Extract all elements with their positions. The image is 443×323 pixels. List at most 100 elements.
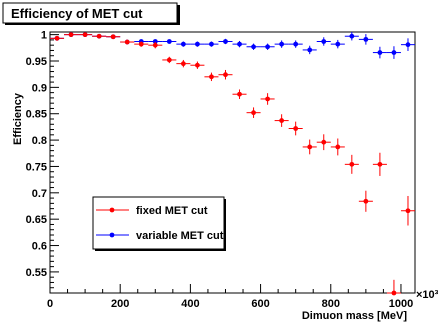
legend-marker-variable (109, 232, 115, 238)
data-point (372, 152, 387, 176)
x-tick-label: 800 (322, 298, 340, 310)
x-axis-title: Dimuon mass [MeV] (302, 310, 407, 322)
data-point (358, 34, 373, 45)
marker (166, 39, 172, 44)
data-point (134, 41, 149, 47)
data-point (330, 138, 345, 156)
data-point (344, 32, 359, 41)
data-point (316, 134, 331, 151)
data-point (400, 38, 415, 51)
data-point (78, 32, 93, 38)
marker (251, 110, 256, 116)
marker (124, 39, 130, 45)
data-point (64, 32, 79, 38)
x-tick-label: 1000 (389, 298, 413, 310)
marker (307, 47, 313, 53)
data-point (204, 41, 219, 47)
data-point (330, 39, 345, 49)
y-tick-label: 0.85 (26, 109, 47, 121)
data-point (288, 40, 303, 48)
y-tick-label: 0.95 (26, 56, 47, 68)
data-point (386, 46, 401, 59)
data-series (50, 32, 415, 296)
data-point (246, 43, 261, 50)
data-point (302, 45, 317, 55)
legend-marker-fixed (109, 207, 115, 213)
x-tick-label: 600 (251, 298, 269, 310)
marker (251, 44, 256, 50)
series-fixed (50, 32, 415, 296)
chart-title: Efficiency of MET cut (11, 6, 143, 21)
marker (293, 41, 299, 47)
marker (265, 96, 270, 102)
data-point (288, 121, 303, 136)
marker (377, 161, 383, 167)
data-point (190, 61, 205, 69)
marker (363, 198, 369, 204)
data-point (260, 43, 275, 50)
marker (138, 41, 144, 47)
marker (68, 32, 74, 38)
marker (391, 50, 397, 55)
data-point (232, 89, 247, 99)
x-tick-label: 200 (111, 298, 129, 310)
marker (335, 41, 341, 47)
marker (82, 32, 88, 38)
marker (223, 72, 228, 78)
data-point (218, 38, 233, 45)
data-point (246, 107, 261, 118)
plot-frame (49, 31, 416, 294)
legend-label-fixed: fixed MET cut (136, 205, 208, 217)
data-point (148, 42, 163, 49)
marker (166, 57, 172, 63)
data-point (372, 46, 387, 59)
marker (237, 91, 242, 97)
marker (391, 290, 397, 296)
marker (209, 74, 214, 80)
marker (405, 42, 411, 48)
marker (96, 33, 102, 39)
legend-entry-fixed: fixed MET cut (96, 205, 208, 217)
data-point (274, 114, 289, 127)
y-tick-label: 0.9 (32, 82, 47, 94)
marker (349, 33, 355, 39)
x-axis: 0 200 400 600 800 1000 (47, 284, 413, 310)
data-point (260, 93, 275, 105)
y-tick-label: 0.65 (26, 214, 47, 226)
marker (54, 35, 60, 41)
marker (307, 144, 313, 150)
marker (237, 41, 242, 47)
marker (279, 118, 285, 123)
data-point (176, 59, 191, 68)
data-point (358, 190, 373, 212)
marker (405, 208, 411, 214)
marker (180, 41, 186, 47)
y-tick-label: 0.55 (26, 267, 47, 279)
marker (363, 36, 369, 42)
x-tick-label: 400 (181, 298, 199, 310)
data-point (386, 279, 401, 296)
y-tick-label: 0.75 (26, 161, 47, 173)
x-tick-label: 0 (47, 298, 53, 310)
marker (293, 126, 299, 131)
data-point (204, 72, 219, 82)
marker (223, 39, 228, 44)
data-point (176, 41, 191, 47)
data-point (50, 35, 65, 41)
marker (110, 34, 116, 40)
y-tick-label: 0.6 (32, 241, 47, 253)
marker (195, 41, 200, 47)
data-point (218, 69, 233, 80)
marker (279, 41, 285, 47)
marker (349, 161, 355, 167)
marker (377, 50, 383, 55)
legend-entry-variable: variable MET cut (96, 230, 224, 242)
data-point (162, 56, 177, 64)
y-axis: 0.55 0.6 0.65 0.7 0.75 0.8 0.85 0.9 0.95 1 (26, 30, 59, 289)
data-point (120, 39, 135, 45)
data-point (106, 34, 121, 40)
marker (265, 44, 270, 50)
data-point (316, 37, 331, 46)
legend-label-variable: variable MET cut (136, 230, 224, 242)
